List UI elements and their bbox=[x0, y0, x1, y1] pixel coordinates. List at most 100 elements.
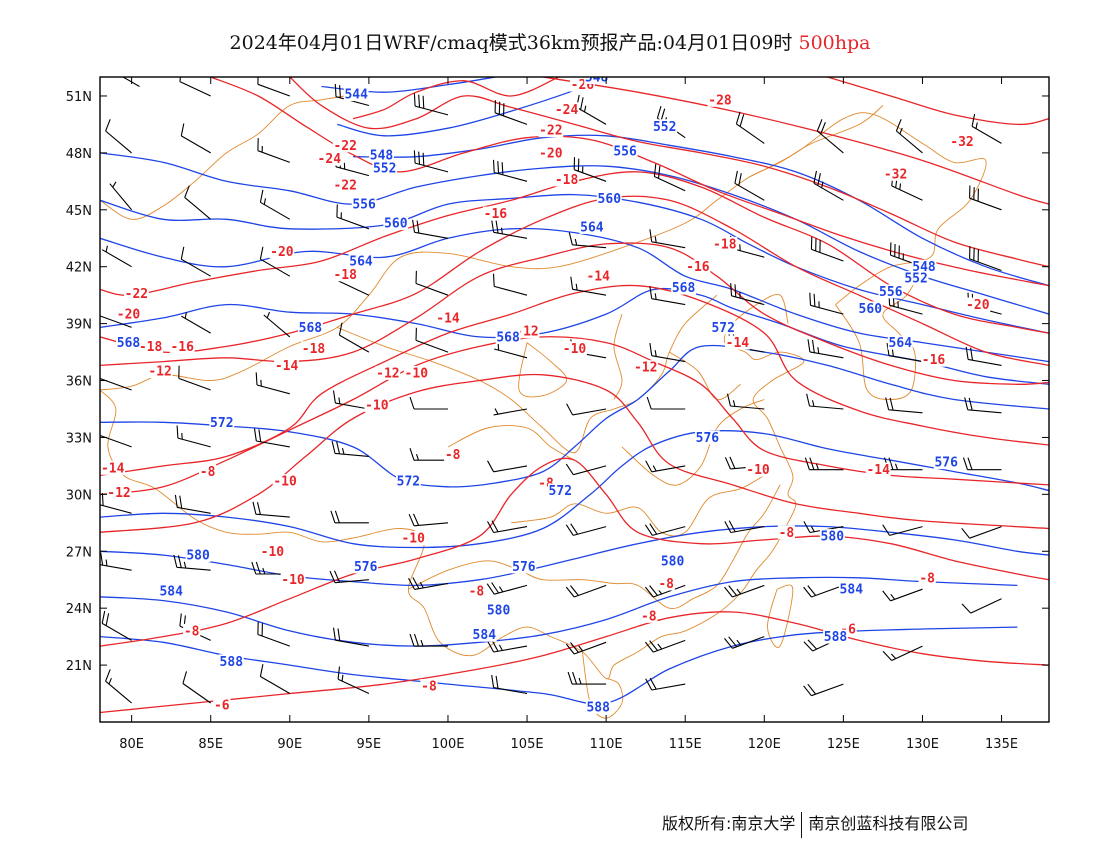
wind-barb bbox=[724, 584, 765, 598]
temperature-label-bg bbox=[483, 206, 508, 221]
height-label-bg bbox=[209, 415, 235, 430]
boundary-line bbox=[100, 91, 369, 220]
wind-barb bbox=[331, 440, 369, 457]
boundary-line bbox=[621, 399, 765, 486]
wind-barb bbox=[653, 163, 686, 192]
temperature-contour bbox=[352, 77, 559, 120]
boundary-line bbox=[337, 294, 718, 454]
height-label: 580 bbox=[821, 530, 845, 545]
height-label: 572 bbox=[711, 321, 734, 336]
wind-barb bbox=[259, 189, 291, 220]
height-label-bg bbox=[185, 548, 211, 563]
wind-barb bbox=[415, 327, 449, 353]
wind-barb bbox=[409, 396, 448, 410]
temperature-label: -6 bbox=[214, 698, 230, 713]
wind-barb bbox=[492, 273, 528, 296]
height-label-bg bbox=[116, 335, 141, 350]
wind-barb bbox=[882, 645, 923, 661]
temperature-label: -8 bbox=[919, 571, 935, 586]
wind-barb bbox=[182, 671, 212, 704]
wind-barb-layer bbox=[100, 77, 1002, 704]
height-label: 584 bbox=[473, 628, 497, 643]
temperature-label-bg bbox=[657, 576, 675, 591]
wind-barb bbox=[101, 610, 132, 641]
wind-barb bbox=[885, 397, 923, 414]
temperature-label: -14 bbox=[275, 359, 299, 374]
temperature-label: -10 bbox=[281, 573, 305, 588]
temperature-label: -14 bbox=[101, 461, 125, 476]
height-label: 572 bbox=[210, 416, 233, 431]
wind-barb bbox=[259, 664, 291, 694]
temperature-label: -24 bbox=[318, 152, 342, 167]
temperature-label-bg bbox=[364, 398, 390, 413]
copyright-footer: 版权所有:南京大学 南京创蓝科技有限公司 bbox=[662, 810, 968, 838]
height-label: 568 bbox=[117, 336, 141, 351]
wind-barb bbox=[257, 621, 290, 647]
wind-barb bbox=[101, 245, 132, 268]
wind-barb bbox=[109, 181, 133, 211]
wind-barb bbox=[491, 675, 528, 695]
wind-barb bbox=[336, 204, 370, 230]
temperature-label: -10 bbox=[365, 399, 389, 414]
height-label-bg bbox=[383, 216, 409, 231]
temperature-label: -8 bbox=[421, 680, 437, 695]
height-label-bg bbox=[579, 219, 605, 234]
height-label: 572 bbox=[397, 475, 420, 490]
height-label: 568 bbox=[299, 321, 323, 336]
temperature-label: -32 bbox=[884, 167, 907, 182]
height-label-bg bbox=[612, 144, 638, 158]
height-label-bg bbox=[584, 77, 609, 84]
height-label: 548 bbox=[585, 71, 609, 86]
height-label-bg bbox=[547, 483, 573, 498]
wind-barb bbox=[568, 232, 607, 249]
lon-tick-label: 135E bbox=[985, 737, 1018, 752]
wind-barb bbox=[100, 552, 132, 571]
wind-barb bbox=[882, 524, 923, 536]
wind-barb bbox=[888, 292, 923, 315]
temperature-label: -32 bbox=[950, 135, 973, 150]
temperature-label-bg bbox=[116, 307, 141, 322]
boundary-line bbox=[100, 105, 884, 391]
temperature-label-bg bbox=[403, 365, 429, 380]
temperature-label-bg bbox=[169, 339, 195, 354]
lon-tick-label: 115E bbox=[669, 737, 702, 752]
temperature-label-bg bbox=[585, 269, 611, 284]
temperature-label-bg bbox=[633, 360, 659, 375]
boundary-line bbox=[669, 351, 741, 401]
contour-label-layer: -26-24-22-20-18-16-28-32-32-22-24-22-20-… bbox=[100, 71, 991, 715]
wind-barb bbox=[965, 346, 1002, 366]
temperature-label-bg bbox=[260, 544, 285, 559]
height-label-bg bbox=[819, 529, 845, 544]
height-label: 564 bbox=[889, 336, 913, 351]
height-contour bbox=[100, 287, 1049, 385]
height-label: 588 bbox=[824, 630, 848, 645]
height-label-bg bbox=[911, 259, 937, 274]
temperature-label-bg bbox=[332, 267, 358, 282]
temperature-label: -20 bbox=[539, 146, 563, 161]
wind-barb bbox=[889, 242, 923, 268]
temperature-label: -12 bbox=[634, 361, 657, 376]
lon-tick-label: 85E bbox=[198, 737, 223, 752]
height-label: 588 bbox=[586, 700, 610, 715]
temperature-contour bbox=[100, 457, 1049, 647]
temperature-label: -16 bbox=[922, 353, 946, 368]
temperature-label-bg bbox=[183, 623, 201, 638]
temperature-label-bg bbox=[554, 102, 579, 117]
temperature-label-bg bbox=[280, 572, 306, 587]
height-label-bg bbox=[857, 301, 883, 316]
wind-barb bbox=[969, 185, 1002, 211]
wind-barb bbox=[644, 584, 686, 598]
temperature-label-bg bbox=[213, 697, 231, 712]
temperature-label: -8 bbox=[445, 448, 461, 463]
height-label: 584 bbox=[159, 585, 183, 600]
wind-barb bbox=[570, 276, 607, 296]
axis-ticks: 80E 85E 90E 95E 100E 105E 110E 115E 120E 125E 130E… bbox=[66, 77, 1049, 752]
wind-barb bbox=[882, 588, 923, 602]
boundary-line bbox=[447, 425, 575, 461]
height-label: 552 bbox=[904, 272, 927, 287]
wind-barb bbox=[649, 343, 686, 363]
height-contour bbox=[100, 227, 1049, 363]
height-label-bg bbox=[218, 654, 244, 669]
wind-barb bbox=[413, 93, 449, 116]
